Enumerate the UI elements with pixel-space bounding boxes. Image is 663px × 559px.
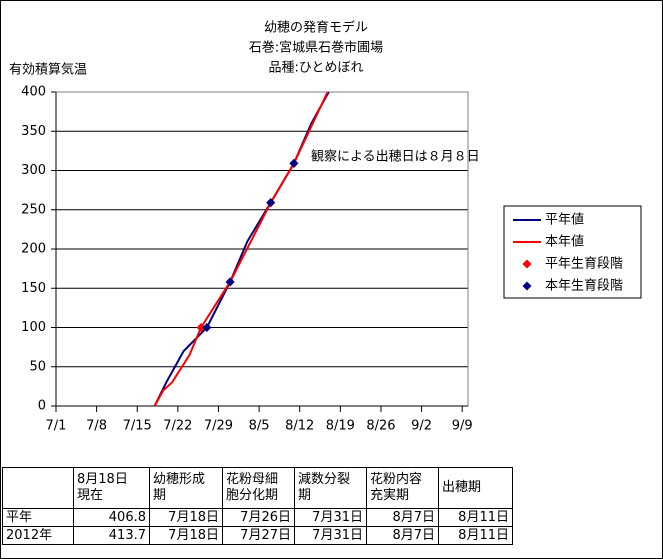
y-tick-label: 0	[38, 399, 46, 414]
stage-point	[225, 277, 235, 287]
header-cell: 花粉母細 胞分化期	[222, 467, 295, 509]
legend-label: 本年生育段階	[545, 278, 623, 294]
x-tick-label: 7/15	[123, 419, 152, 434]
header-cell: 8月18日 現在	[73, 467, 150, 509]
stage-point	[196, 323, 206, 332]
x-tick-label: 7/1	[46, 419, 67, 434]
header-text: 期	[298, 488, 312, 503]
x-tick-label: 8/19	[326, 419, 355, 434]
cell: 8月11日	[438, 508, 513, 527]
header-cell: 減数分裂期	[294, 467, 367, 509]
y-tick-label: 100	[21, 320, 46, 335]
x-tick-label: 8/26	[366, 419, 395, 434]
header-cell: 幼穂形成期	[149, 467, 223, 509]
chart-title: 幼穂の発育モデル	[264, 20, 368, 36]
header-text: 胞分化期	[226, 488, 279, 503]
header-text: 出穂期	[442, 480, 482, 495]
cell: 8月7日	[366, 508, 439, 527]
header-row: 8月18日 現在 幼穂形成期花粉母細 胞分化期 減数分裂期花粉内容 充実期 出穂期	[2, 467, 513, 509]
y-axis-label: 有効積算気温	[9, 62, 87, 78]
cell: 7月31日	[294, 508, 367, 527]
header-text: 減数分裂	[298, 472, 351, 487]
header-cell: 出穂期	[438, 467, 513, 509]
y-tick-label: 50	[29, 359, 46, 374]
y-tick-label: 150	[21, 281, 46, 296]
header-text: 花粉内容	[370, 472, 423, 487]
cell: 2012年	[2, 526, 74, 545]
cell: 7月18日	[149, 526, 223, 545]
legend-label: 平年生育段階	[545, 256, 623, 272]
header-text: 充実期	[370, 488, 410, 503]
header-text: 花粉母細	[226, 472, 279, 487]
table: 8月18日 現在 幼穂形成期花粉母細 胞分化期 減数分裂期花粉内容 充実期 出穂期 平年 406…	[2, 467, 513, 545]
cell: 8月7日	[366, 526, 439, 545]
y-tick-label: 250	[21, 202, 46, 217]
cell: 7月27日	[222, 526, 295, 545]
x-tick-label: 9/2	[411, 419, 432, 434]
stage-point	[202, 323, 212, 332]
y-tick-label: 300	[21, 163, 46, 178]
stage-point	[289, 158, 299, 168]
annotation: 観察による出穂日は８月８日	[311, 150, 480, 165]
header-text: 現在	[77, 488, 104, 503]
cell: 8月11日	[438, 526, 513, 545]
cell: 平年	[2, 508, 74, 527]
x-tick-label: 7/8	[86, 419, 107, 434]
header-cell: 花粉内容 充実期	[366, 467, 439, 509]
cell: 406.8	[73, 508, 150, 527]
cell: 7月31日	[294, 526, 367, 545]
chart-title: 品種:ひとめぼれ	[269, 60, 364, 76]
x-tick-label: 8/5	[249, 419, 270, 434]
cell: 7月18日	[149, 508, 223, 527]
legend-label: 本年値	[545, 234, 584, 250]
stage-point	[266, 198, 276, 208]
row: 平年 406.8 7月18日 7月26日 7月31日 8月7日 8月11日	[2, 508, 513, 527]
header-text: 幼穂形成	[153, 472, 206, 487]
y-tick-label: 350	[21, 124, 46, 139]
header-text: 期	[153, 488, 167, 503]
x-tick-label: 9/9	[452, 419, 473, 434]
cell: 7月26日	[222, 508, 295, 527]
row: 2012年 413.7 7月18日 7月27日 7月31日 8月7日 8月11日	[2, 526, 513, 545]
legend-label: 平年値	[545, 212, 584, 228]
cell: 413.7	[73, 526, 150, 545]
header-cell	[2, 467, 74, 509]
x-tick-label: 7/22	[163, 419, 192, 434]
y-tick-label: 200	[21, 242, 46, 257]
legend-marker	[522, 281, 532, 291]
y-tick-label: 400	[21, 85, 46, 100]
x-tick-label: 7/29	[204, 419, 233, 434]
legend-marker	[522, 259, 532, 269]
chart-title: 石巻:宮城県石巻市圃場	[249, 40, 383, 56]
header-text: 8月18日	[77, 472, 128, 487]
x-tick-label: 8/12	[285, 419, 314, 434]
